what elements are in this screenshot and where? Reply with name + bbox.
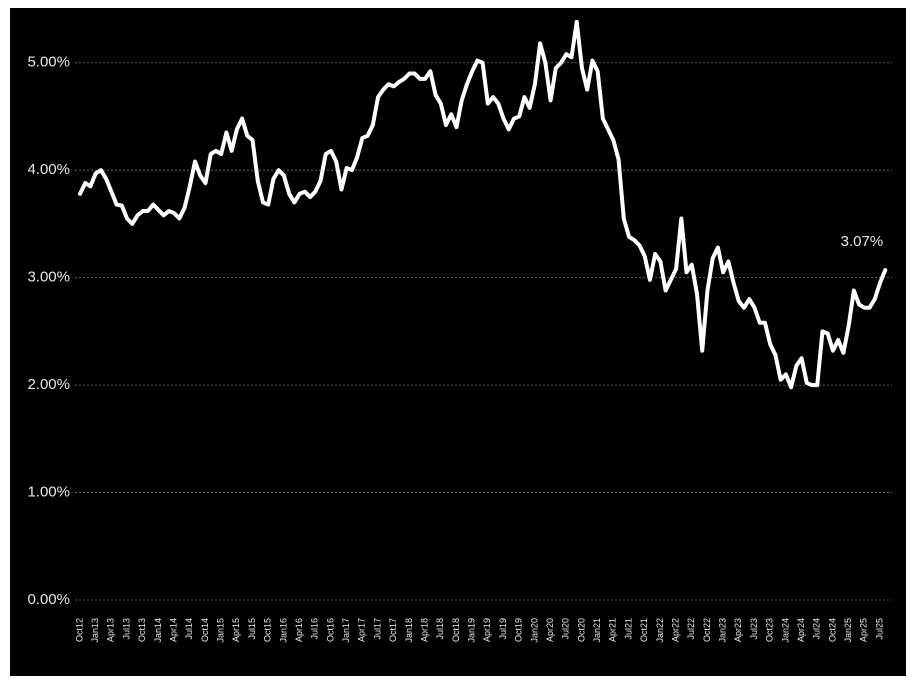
x-tick-label: Oct21: [639, 618, 649, 642]
y-tick-label: 4.00%: [27, 161, 70, 178]
x-tick-label: Oct19: [514, 618, 524, 642]
x-tick-label: Oct23: [765, 618, 775, 642]
x-tick-label: Jul22: [686, 618, 696, 640]
x-tick-label: Apr13: [106, 618, 116, 642]
x-tick-label: Jan23: [718, 618, 728, 643]
y-tick-label: 1.00%: [27, 484, 70, 501]
x-tick-label: Jul19: [498, 618, 508, 640]
x-tick-label: Oct16: [325, 618, 335, 642]
y-tick-label: 3.00%: [27, 269, 70, 286]
x-tick-label: Apr14: [168, 618, 178, 642]
x-tick-label: Jul16: [310, 618, 320, 640]
x-tick-label: Jan14: [153, 618, 163, 643]
x-tick-label: Jan17: [341, 618, 351, 643]
x-tick-label: Oct17: [388, 618, 398, 642]
x-tick-label: Jan15: [216, 618, 226, 643]
x-tick-label: Jul15: [247, 618, 257, 640]
x-tick-label: Apr15: [231, 618, 241, 642]
x-tick-label: Apr21: [608, 618, 618, 642]
x-tick-label: Jul20: [561, 618, 571, 640]
x-tick-label: Apr18: [419, 618, 429, 642]
data-line: [78, 19, 888, 390]
x-tick-label: Apr22: [670, 618, 680, 642]
x-tick-label: Jan13: [90, 618, 100, 643]
x-tick-label: Apr19: [482, 618, 492, 642]
x-tick-label: Jan25: [843, 618, 853, 643]
x-tick-label: Oct13: [137, 618, 147, 642]
x-tick-label: Jan21: [592, 618, 602, 643]
x-tick-label: Jul17: [372, 618, 382, 640]
x-tick-label: Jan20: [529, 618, 539, 643]
x-tick-label: Apr16: [294, 618, 304, 642]
x-tick-label: Jan22: [655, 618, 665, 643]
x-tick-label: Jul13: [121, 618, 131, 640]
x-tick-label: Apr24: [796, 618, 806, 642]
x-tick-label: Jan24: [780, 618, 790, 643]
x-tick-label: Apr17: [357, 618, 367, 642]
y-tick-label: 2.00%: [27, 376, 70, 393]
x-tick-label: Jul24: [812, 618, 822, 640]
x-tick-label: Jan16: [278, 618, 288, 643]
value-label: 3.07%: [841, 233, 884, 250]
x-tick-label: Oct22: [702, 618, 712, 642]
y-tick-label: 5.00%: [27, 54, 70, 71]
x-tick-label: Jul25: [874, 618, 884, 640]
x-tick-label: Jan19: [467, 618, 477, 643]
x-tick-label: Oct20: [576, 618, 586, 642]
y-tick-label: 0.00%: [27, 591, 70, 608]
x-tick-label: Jul14: [184, 618, 194, 640]
x-tick-label: Jul18: [435, 618, 445, 640]
x-tick-label: Oct18: [451, 618, 461, 642]
x-tick-label: Jul23: [749, 618, 759, 640]
x-tick-label: Oct12: [74, 618, 84, 642]
x-tick-label: Oct14: [200, 618, 210, 642]
x-tick-label: Jul21: [623, 618, 633, 640]
x-tick-label: Apr25: [859, 618, 869, 642]
x-tick-label: Oct15: [263, 618, 273, 642]
x-tick-label: Apr20: [545, 618, 555, 642]
x-tick-label: Jan18: [404, 618, 414, 643]
x-tick-label: Apr23: [733, 618, 743, 642]
x-tick-label: Oct24: [827, 618, 837, 642]
